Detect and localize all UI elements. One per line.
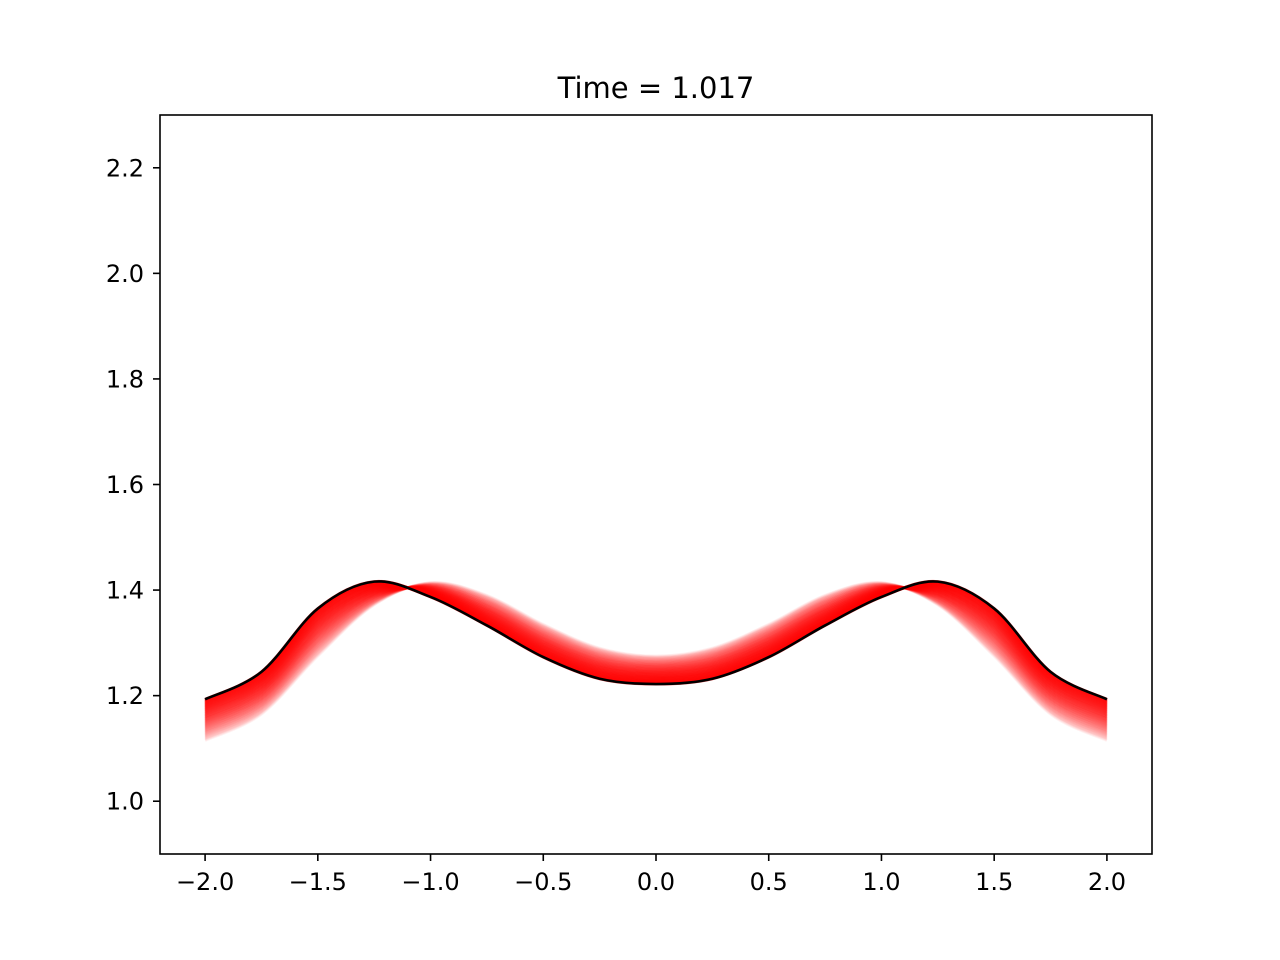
history-curve xyxy=(204,583,1108,737)
history-curve xyxy=(204,582,1108,739)
y-tick-label: 1.8 xyxy=(106,365,144,393)
history-curve xyxy=(204,585,1108,730)
y-tick-label: 1.6 xyxy=(106,471,144,499)
history-curve xyxy=(204,584,1108,732)
history-curve xyxy=(204,581,1108,741)
y-tick-label: 1.2 xyxy=(106,682,144,710)
y-axis: 1.0 1.2 1.4 1.6 1.8 2.0 2.2 xyxy=(106,154,160,816)
x-tick-label: 1.0 xyxy=(862,868,900,896)
history-curve xyxy=(204,586,1108,724)
history-curve xyxy=(204,585,1108,716)
x-tick-label: 0.5 xyxy=(750,868,788,896)
x-axis: −2.0 −1.5 −1.0 −0.5 0.0 0.5 1.0 1.5 2.0 xyxy=(176,854,1126,896)
x-tick-label: −1.0 xyxy=(401,868,459,896)
history-curve xyxy=(204,586,1108,720)
x-tick-label: 0.0 xyxy=(637,868,675,896)
history-curve xyxy=(204,584,1108,734)
y-tick-label: 2.0 xyxy=(106,260,144,288)
x-tick-label: −1.5 xyxy=(289,868,347,896)
x-tick-label: 1.5 xyxy=(975,868,1013,896)
y-tick-label: 2.2 xyxy=(106,154,144,182)
history-curve xyxy=(204,583,1108,735)
current-curve xyxy=(204,580,1108,701)
history-curve xyxy=(204,586,1108,725)
y-tick-label: 1.0 xyxy=(106,788,144,816)
history-curve xyxy=(204,586,1108,722)
current-curve-layer xyxy=(204,580,1108,701)
y-tick-label: 1.4 xyxy=(106,577,144,605)
history-curve xyxy=(204,585,1108,728)
x-tick-label: 2.0 xyxy=(1088,868,1126,896)
history-curve xyxy=(204,586,1108,721)
history-curve xyxy=(204,581,1108,740)
history-curve xyxy=(204,586,1108,723)
history-curve xyxy=(204,582,1108,738)
history-curve xyxy=(204,585,1108,727)
chart-title: Time = 1.017 xyxy=(557,71,755,105)
history-curve xyxy=(204,584,1108,733)
history-curve xyxy=(204,585,1108,718)
history-curve xyxy=(204,580,1108,742)
history-curve xyxy=(204,585,1108,717)
history-curve xyxy=(204,585,1108,731)
history-curve xyxy=(204,583,1108,736)
x-tick-label: −2.0 xyxy=(176,868,234,896)
x-tick-label: −0.5 xyxy=(514,868,572,896)
history-curve xyxy=(204,586,1108,719)
history-curve xyxy=(204,585,1108,729)
history-curve xyxy=(204,585,1108,715)
